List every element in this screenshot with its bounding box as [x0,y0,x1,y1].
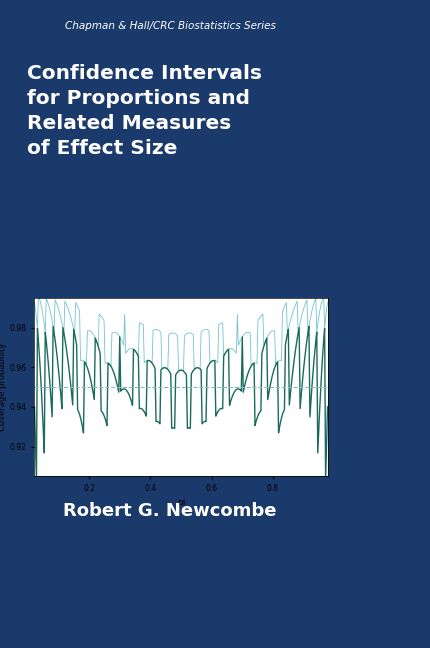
Text: Taylor & Francis Group: Taylor & Francis Group [211,609,289,615]
Text: Confidence Intervals
for Proportions and
Related Measures
of Effect Size: Confidence Intervals for Proportions and… [27,64,261,158]
Text: Chapman & Hall/CRC Biostatistics Series: Chapman & Hall/CRC Biostatistics Series [64,21,275,31]
Text: CRC: CRC [156,603,170,608]
Text: Robert G. Newcombe: Robert G. Newcombe [63,502,276,520]
Text: A  C H A P M A N  &  H A L L  B O O K: A C H A P M A N & H A L L B O O K [106,634,233,640]
X-axis label: pi: pi [176,498,185,507]
Text: CRC Press: CRC Press [211,589,266,599]
Y-axis label: Coverage probability: Coverage probability [0,343,7,432]
